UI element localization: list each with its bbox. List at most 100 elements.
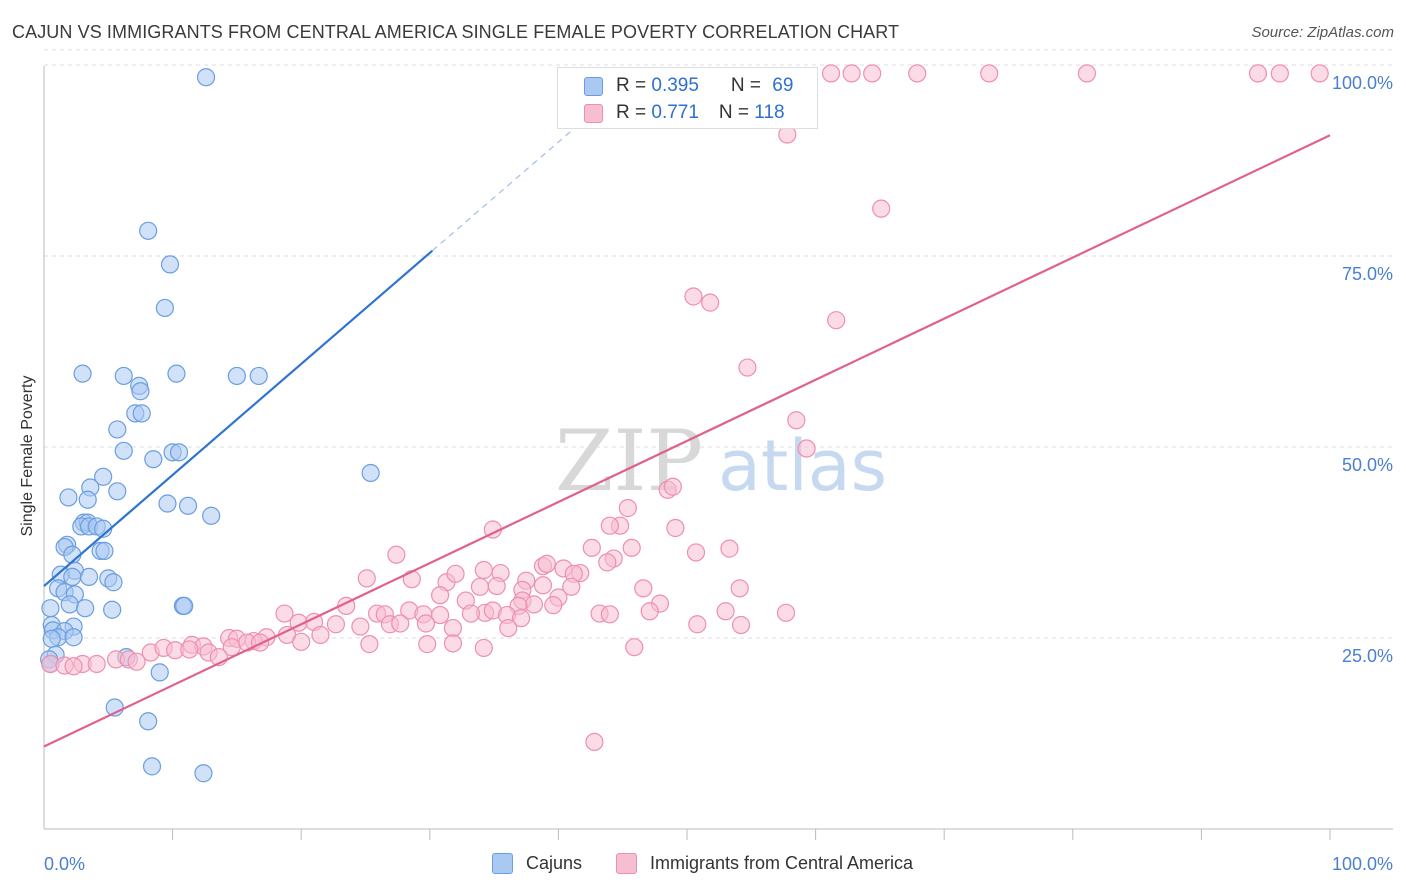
cajun-point (131, 382, 150, 401)
immigrant-point (1077, 64, 1097, 83)
immigrant-point (562, 577, 581, 596)
cajun-point (60, 595, 79, 614)
cajun-point (73, 364, 92, 383)
immigrant-point (470, 577, 490, 596)
immigrant-points (41, 64, 1329, 752)
immigrant-point (418, 635, 437, 654)
cajun-point (103, 600, 122, 619)
watermark-zip: ZIP (555, 412, 703, 510)
immigrant-point (622, 538, 641, 557)
r-value: 0.395 (651, 75, 699, 96)
y-tick-label: 75.0% (1342, 264, 1393, 284)
immigrant-point (351, 617, 370, 636)
cajun-point (108, 482, 127, 501)
immigrant-point (720, 539, 739, 558)
immigrant-point (250, 633, 270, 652)
cajun-trend-line (43, 249, 434, 587)
x-tick-labels: 0.0% 100.0% (44, 854, 1393, 874)
legend-stats-cajuns: R = 0.395 N = 69 (616, 75, 793, 97)
cajun-point (160, 255, 180, 274)
immigrant-point (618, 499, 637, 518)
x-tick-label: 0.0% (44, 854, 85, 874)
immigrant-point (87, 654, 106, 674)
r-label: R = (616, 102, 652, 123)
immigrant-point (127, 652, 146, 671)
immigrant-point (716, 602, 735, 621)
series-legend: Cajuns Immigrants from Central America (0, 852, 1406, 876)
immigrant-point (872, 199, 891, 218)
immigrant-point (326, 615, 346, 634)
immigrant-point (533, 576, 553, 595)
r-value: 0.771 (651, 102, 699, 123)
immigrant-point (797, 439, 816, 458)
trend-lines (43, 105, 1331, 748)
cajun-point (227, 366, 246, 386)
cajun-point (108, 420, 127, 439)
cajun-point (94, 467, 113, 486)
cajun-point (196, 68, 216, 87)
immigrant-point (430, 605, 450, 625)
cajun-point (64, 628, 83, 647)
immigrant-point (730, 579, 749, 598)
immigrant-point (582, 538, 601, 557)
immigrant-point (787, 411, 806, 430)
cajun-point (139, 221, 158, 240)
immigrant-legend-swatch (616, 853, 637, 874)
cajun-point (167, 364, 186, 383)
immigrant-point (311, 625, 330, 645)
immigrant-point (524, 595, 544, 614)
immigrant-point (842, 64, 861, 83)
cajun-point (78, 490, 97, 509)
cajun-point (42, 629, 61, 648)
chart-title: CAJUN VS IMMIGRANTS FROM CENTRAL AMERICA… (12, 22, 900, 42)
cajun-point (63, 567, 82, 586)
cajun-point (202, 506, 221, 525)
x-ticks (172, 829, 1331, 840)
immigrant-point (430, 586, 450, 605)
immigrant-point (292, 632, 311, 651)
cajun-point (76, 599, 95, 618)
immigrant-point (443, 618, 463, 638)
cajun-point (132, 404, 151, 423)
n-value: 118 (754, 102, 785, 123)
immigrant-point (686, 543, 706, 562)
immigrant-point (827, 311, 846, 330)
immigrant-point (821, 64, 841, 83)
immigrant-point (908, 64, 927, 83)
immigrant-point (625, 638, 644, 657)
cajun-point (144, 450, 163, 469)
immigrant-legend-label: Immigrants from Central America (650, 853, 914, 873)
n-label: N = (718, 102, 755, 123)
immigrant-point (357, 569, 376, 588)
cajun-point (104, 573, 123, 592)
watermark-atlas: atlas (718, 425, 887, 507)
cajun-point (59, 488, 78, 507)
immigrant-point (537, 554, 556, 573)
cajun-point (150, 663, 169, 682)
cajun-point (139, 712, 158, 731)
cajun-point (41, 599, 60, 618)
immigrant-point (738, 358, 757, 377)
cajun-point (175, 596, 194, 616)
cajun-points (40, 68, 380, 783)
r-label: R = (616, 75, 652, 96)
cajun-point (155, 298, 174, 318)
immigrant-point (402, 570, 421, 589)
x-tick-label: 100.0% (1332, 854, 1393, 874)
cajun-point (169, 443, 189, 462)
cajun-point (114, 441, 133, 460)
n-label: N = (730, 75, 767, 96)
immigrant-point (640, 602, 659, 621)
y-tick-label: 50.0% (1342, 455, 1393, 475)
cajun-point (79, 567, 99, 586)
immigrant-point (663, 477, 682, 496)
immigrant-point (487, 576, 506, 596)
immigrant-point (64, 657, 83, 676)
cajun-legend-label: Cajuns (526, 853, 583, 873)
immigrant-point (499, 618, 518, 638)
n-value: 69 (772, 75, 794, 96)
cajun-legend-swatch (492, 853, 513, 874)
y-tick-label: 25.0% (1342, 646, 1393, 666)
immigrant-point (1310, 64, 1329, 83)
